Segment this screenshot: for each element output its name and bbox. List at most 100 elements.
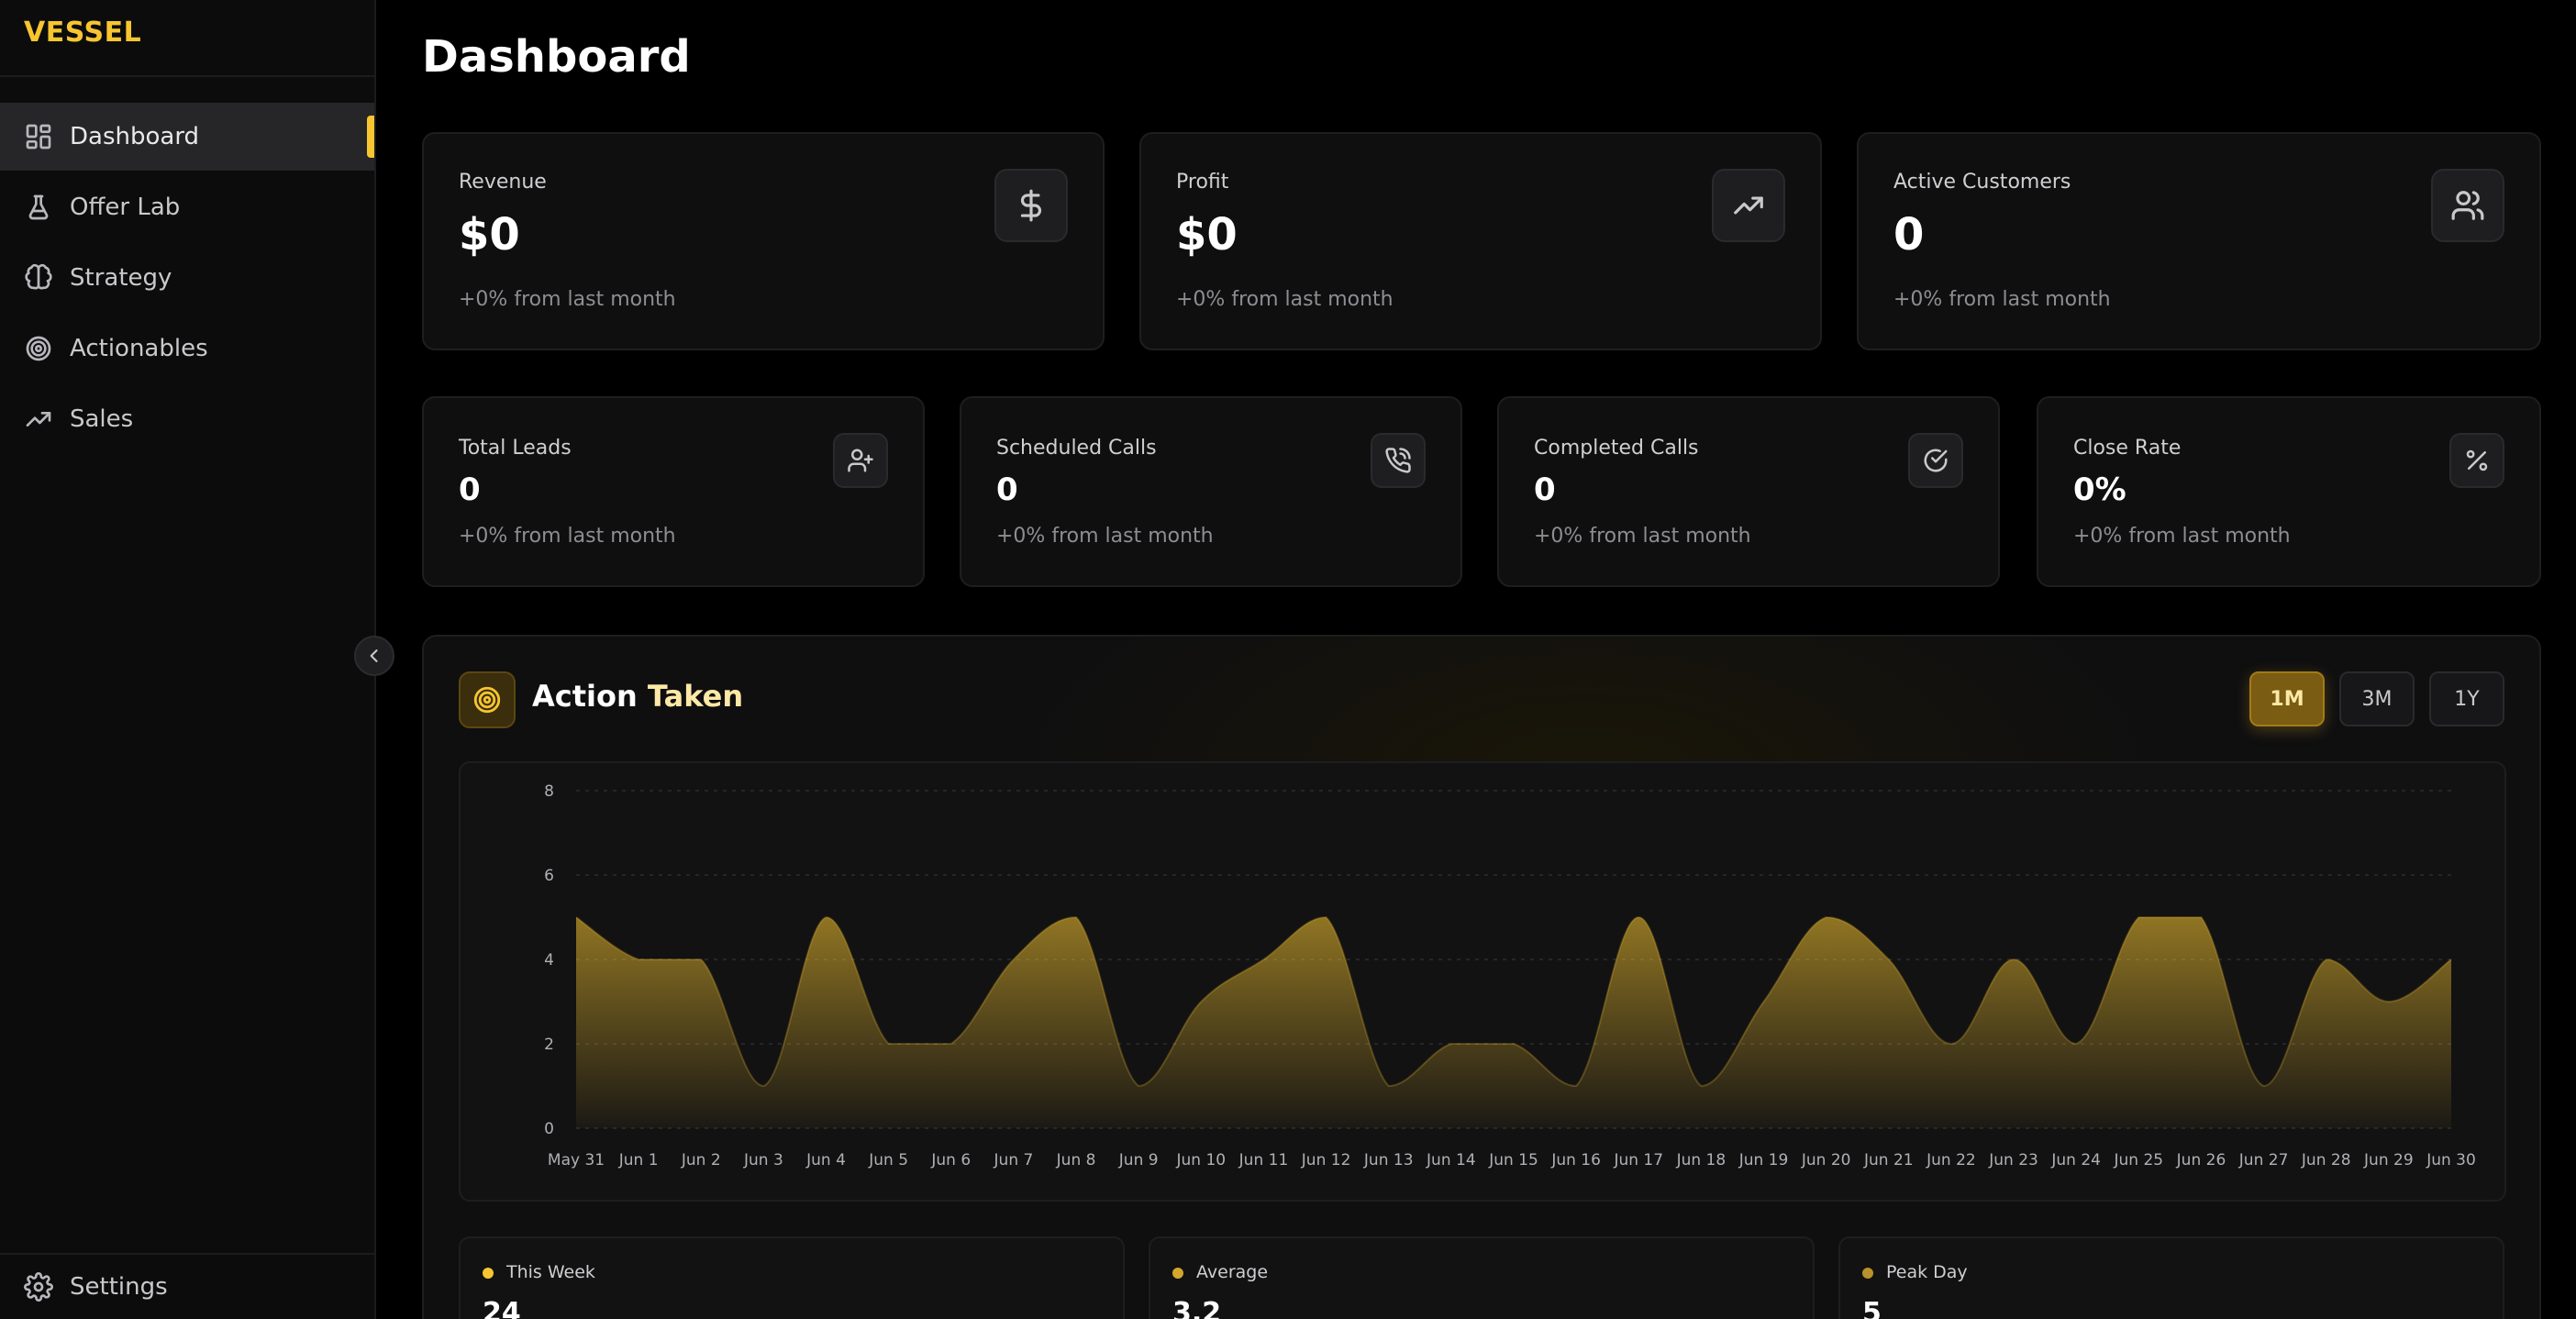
- data-point[interactable]: [2324, 957, 2329, 962]
- metric-change: +0% from last month: [459, 525, 676, 548]
- stat-label: Peak Day: [1886, 1262, 1968, 1282]
- metric-card-close-rate: Close Rate 0% +0% from last month: [2037, 396, 2541, 587]
- x-tick-label: Jun 16: [1550, 1151, 1601, 1169]
- dollar-icon: [1020, 189, 1041, 222]
- data-point[interactable]: [1198, 999, 1204, 1004]
- brain-icon: [25, 263, 52, 290]
- sidebar-item-strategy[interactable]: Strategy: [0, 244, 374, 312]
- range-selector: 1M 3M 1Y: [2249, 671, 2504, 726]
- target-icon: [473, 686, 501, 714]
- data-point[interactable]: [636, 957, 641, 962]
- sidebar-item-settings[interactable]: Settings: [0, 1253, 374, 1319]
- x-tick-label: May 31: [548, 1151, 605, 1169]
- x-tick-label: Jun 28: [2301, 1151, 2351, 1169]
- data-point[interactable]: [1824, 914, 1829, 920]
- stat-card-peak-day: Peak Day 5: [1838, 1236, 2504, 1319]
- data-point[interactable]: [1698, 1083, 1704, 1089]
- metric-icon-box: [1712, 169, 1785, 242]
- data-point[interactable]: [1511, 1041, 1516, 1047]
- x-tick-label: Jun 18: [1676, 1151, 1727, 1169]
- metric-label: Scheduled Calls: [996, 437, 1157, 460]
- range-button-3m[interactable]: 3M: [2339, 671, 2415, 726]
- x-tick-label: Jun 3: [743, 1151, 783, 1169]
- data-point[interactable]: [2261, 1083, 2267, 1089]
- y-tick-label: 6: [544, 867, 554, 885]
- stat-value: 5: [1862, 1297, 1882, 1319]
- flask-icon: [28, 194, 49, 220]
- metric-label: Completed Calls: [1534, 437, 1699, 460]
- sidebar-item-sales[interactable]: Sales: [0, 385, 374, 453]
- sidebar-item-actionables[interactable]: Actionables: [0, 315, 374, 382]
- data-point[interactable]: [1636, 914, 1641, 920]
- data-point[interactable]: [2011, 957, 2016, 962]
- x-tick-label: Jun 30: [2426, 1151, 2476, 1169]
- x-tick-label: Jun 17: [1613, 1151, 1663, 1169]
- sidebar-collapse-button[interactable]: [354, 636, 394, 676]
- target-icon: [26, 336, 51, 361]
- x-tick-label: Jun 22: [1926, 1151, 1976, 1169]
- data-point[interactable]: [1324, 914, 1329, 920]
- x-tick-label: Jun 11: [1238, 1151, 1289, 1169]
- metric-card-revenue: Revenue $0 +0% from last month: [422, 132, 1105, 350]
- x-tick-label: Jun 26: [2176, 1151, 2226, 1169]
- legend-dot: [483, 1268, 494, 1279]
- metric-label: Profit: [1176, 171, 1229, 194]
- data-point[interactable]: [761, 1083, 766, 1089]
- data-point[interactable]: [2448, 957, 2454, 962]
- data-point[interactable]: [1260, 957, 1266, 962]
- data-point[interactable]: [1073, 914, 1079, 920]
- x-tick-label: Jun 25: [2114, 1151, 2164, 1169]
- data-point[interactable]: [949, 1041, 954, 1047]
- x-tick-label: Jun 4: [805, 1151, 846, 1169]
- data-point[interactable]: [1386, 1083, 1392, 1089]
- metric-label: Total Leads: [459, 437, 572, 460]
- range-button-1y[interactable]: 1Y: [2429, 671, 2504, 726]
- brand-logo[interactable]: VESSEL: [0, 0, 374, 77]
- trending-up-icon: [26, 412, 51, 427]
- data-point[interactable]: [1761, 999, 1767, 1004]
- data-point[interactable]: [1949, 1041, 1954, 1047]
- metric-card-profit: Profit $0 +0% from last month: [1139, 132, 1822, 350]
- data-point[interactable]: [698, 957, 704, 962]
- metric-value: 0: [1534, 471, 1556, 508]
- metric-change: +0% from last month: [1534, 525, 1751, 548]
- sidebar-item-label: Sales: [70, 405, 134, 433]
- x-tick-label: Jun 13: [1363, 1151, 1414, 1169]
- legend-dot: [1862, 1268, 1873, 1279]
- gear-icon: [24, 1272, 53, 1302]
- data-point[interactable]: [886, 1041, 892, 1047]
- x-tick-label: Jun 1: [618, 1151, 659, 1169]
- data-point[interactable]: [1573, 1083, 1579, 1089]
- data-point[interactable]: [824, 914, 829, 920]
- sidebar-item-offer-lab[interactable]: Offer Lab: [0, 173, 374, 241]
- data-point[interactable]: [2386, 999, 2392, 1004]
- x-tick-label: Jun 19: [1738, 1151, 1789, 1169]
- stat-value: 3.2: [1172, 1297, 1222, 1319]
- check-circle-icon: [1924, 449, 1948, 472]
- x-tick-label: Jun 23: [1988, 1151, 2038, 1169]
- stat-label: This Week: [506, 1262, 595, 1282]
- y-tick-label: 0: [544, 1120, 554, 1138]
- stat-value: 24: [483, 1297, 521, 1319]
- data-point[interactable]: [2073, 1041, 2079, 1047]
- data-point[interactable]: [2136, 914, 2141, 920]
- metric-change: +0% from last month: [996, 525, 1214, 548]
- data-point[interactable]: [573, 914, 579, 920]
- x-tick-label: Jun 6: [930, 1151, 971, 1169]
- stat-card-this-week: This Week 24: [459, 1236, 1125, 1319]
- metric-value: 0%: [2073, 471, 2126, 508]
- panel-title: Action Taken: [532, 679, 743, 714]
- data-point[interactable]: [1886, 957, 1892, 962]
- x-tick-label: Jun 15: [1488, 1151, 1538, 1169]
- data-point[interactable]: [1011, 957, 1016, 962]
- x-tick-label: Jun 9: [1118, 1151, 1159, 1169]
- range-button-1m[interactable]: 1M: [2249, 671, 2325, 726]
- data-point[interactable]: [1449, 1041, 1454, 1047]
- x-tick-label: Jun 27: [2238, 1151, 2289, 1169]
- data-point[interactable]: [1136, 1083, 1141, 1089]
- percent-icon: [2466, 449, 2488, 471]
- data-point[interactable]: [2198, 914, 2204, 920]
- sidebar-item-dashboard[interactable]: Dashboard: [0, 103, 374, 171]
- x-tick-label: Jun 29: [2363, 1151, 2414, 1169]
